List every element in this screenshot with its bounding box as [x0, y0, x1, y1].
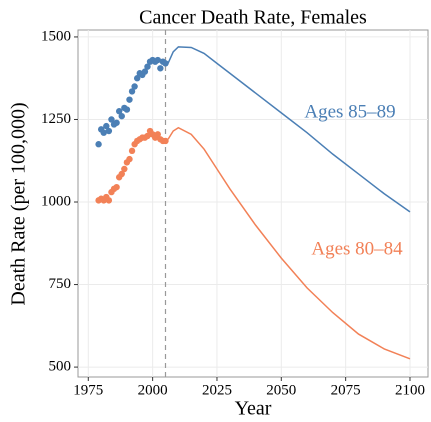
data-point: [157, 65, 164, 72]
data-point: [154, 131, 161, 138]
x-tick-label: 2050: [266, 382, 296, 398]
y-tick-label: 1500: [41, 28, 71, 44]
series-label: Ages 85–89: [304, 101, 395, 122]
plot-background: [77, 29, 429, 378]
data-point: [154, 56, 161, 64]
data-point: [126, 155, 133, 163]
data-point: [113, 183, 120, 191]
data-point: [162, 60, 169, 67]
data-point: [141, 68, 149, 75]
data-point: [131, 83, 138, 90]
data-point: [105, 197, 113, 204]
data-point: [113, 119, 120, 126]
data-point: [103, 122, 110, 130]
x-axis-label: Year: [235, 398, 272, 420]
data-point: [128, 147, 136, 155]
series-label: Ages 80–84: [311, 238, 403, 259]
x-tick-label: 2025: [202, 382, 232, 398]
chart-title: Cancer Death Rate, Females: [139, 7, 367, 29]
x-tick-label: 2100: [395, 382, 425, 398]
data-point: [95, 141, 102, 148]
data-point: [115, 108, 123, 115]
data-point: [108, 116, 115, 123]
projection-line: [167, 126, 411, 360]
data-point: [100, 129, 107, 136]
projection-line: [167, 46, 411, 213]
data-point: [118, 112, 125, 120]
y-tick-label: 750: [49, 276, 72, 292]
y-tick-label: 500: [49, 359, 72, 375]
data-point: [118, 170, 125, 178]
x-tick-label: 1975: [73, 382, 103, 398]
x-tick-label: 2075: [331, 382, 361, 398]
data-point: [121, 165, 128, 173]
data-point: [162, 137, 169, 145]
data-point: [123, 106, 131, 113]
data-point: [144, 132, 151, 140]
x-tick-label: 2000: [138, 382, 168, 398]
y-tick-label: 1000: [41, 193, 71, 209]
data-point: [144, 63, 151, 70]
data-point: [133, 75, 141, 82]
data-point: [126, 96, 133, 103]
y-tick-label: 1250: [41, 111, 71, 127]
data-point: [105, 127, 113, 135]
data-point: [128, 88, 136, 95]
y-axis-label: Death Rate (per 100,000): [8, 102, 30, 305]
